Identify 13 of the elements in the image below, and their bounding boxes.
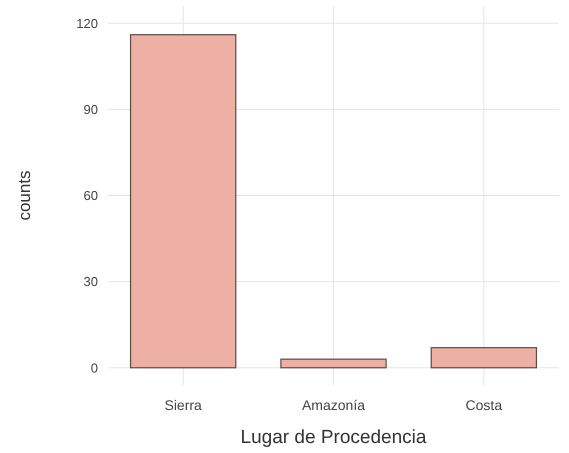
x-tick-label: Costa [466, 397, 502, 413]
y-tick-label: 60 [84, 188, 98, 204]
y-tick-label: 90 [84, 102, 98, 117]
y-tick-label: 120 [76, 16, 98, 31]
bar [280, 358, 387, 368]
x-tick-label: Sierra [164, 397, 202, 413]
y-axis-title: counts [15, 170, 34, 221]
x-axis-title: Lugar de Procedencia [240, 427, 427, 448]
y-tick-label: 30 [84, 274, 98, 290]
bar [430, 347, 538, 368]
y-tick-label: 0 [90, 360, 98, 376]
bar [130, 34, 236, 368]
x-tick-label: Amazonía [302, 397, 366, 413]
